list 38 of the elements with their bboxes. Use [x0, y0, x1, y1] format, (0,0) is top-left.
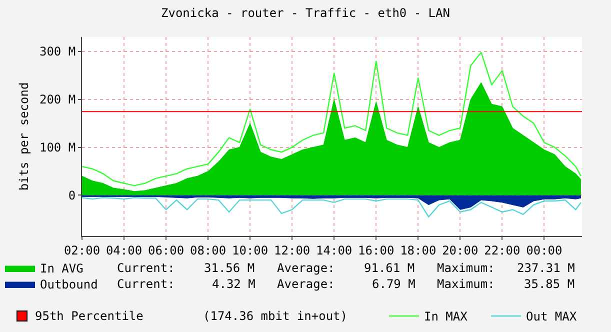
x-tick-label: 14:00	[316, 243, 352, 258]
x-tick-label: 02:00	[64, 243, 100, 258]
text: 35.85 M	[524, 277, 575, 291]
x-tick-label: 22:00	[484, 243, 520, 258]
text: Current:	[117, 261, 175, 275]
legend-label: In MAX	[424, 310, 468, 324]
x-tick-label: 08:00	[190, 243, 226, 258]
text: 6.79 M	[372, 277, 416, 291]
x-tick-label: 10:00	[232, 243, 268, 258]
x-tick-label: 12:00	[274, 243, 310, 258]
text: Maximum:	[437, 261, 495, 275]
y-tick-label: 0	[68, 188, 76, 202]
line-series	[82, 197, 582, 218]
x-tick-label: 06:00	[148, 243, 184, 258]
legend-label: In AVG	[40, 262, 84, 276]
x-tick-label: 16:00	[358, 243, 394, 258]
y-tick-label: 300 M	[39, 44, 76, 59]
y-axis-title: bits per second	[16, 82, 31, 191]
line-series	[82, 52, 582, 186]
text: Average:	[277, 261, 335, 275]
text: 4.32 M	[212, 277, 256, 291]
text: 237.31 M	[517, 261, 575, 275]
text: Average:	[277, 277, 335, 291]
x-tick-label: 00:00	[526, 243, 562, 258]
x-tick-label: 18:00	[400, 243, 436, 258]
legend-label: Out MAX	[526, 310, 578, 324]
text: (174.36 mbit in+out)	[203, 309, 348, 323]
legend-label: Outbound	[40, 278, 98, 292]
text: Current:	[117, 277, 175, 291]
y-tick-label: 200 M	[39, 92, 76, 107]
chart-title: Zvonicka - router - Traffic - eth0 - LAN	[161, 6, 450, 20]
x-tick-label: 04:00	[106, 243, 142, 258]
text: 31.56 M	[204, 261, 255, 275]
text: Maximum:	[437, 277, 495, 291]
text: 91.61 M	[364, 261, 415, 275]
legend-label: 95th Percentile	[35, 309, 144, 323]
y-tick-label: 100 M	[39, 140, 76, 154]
x-tick-label: 20:00	[442, 243, 478, 258]
